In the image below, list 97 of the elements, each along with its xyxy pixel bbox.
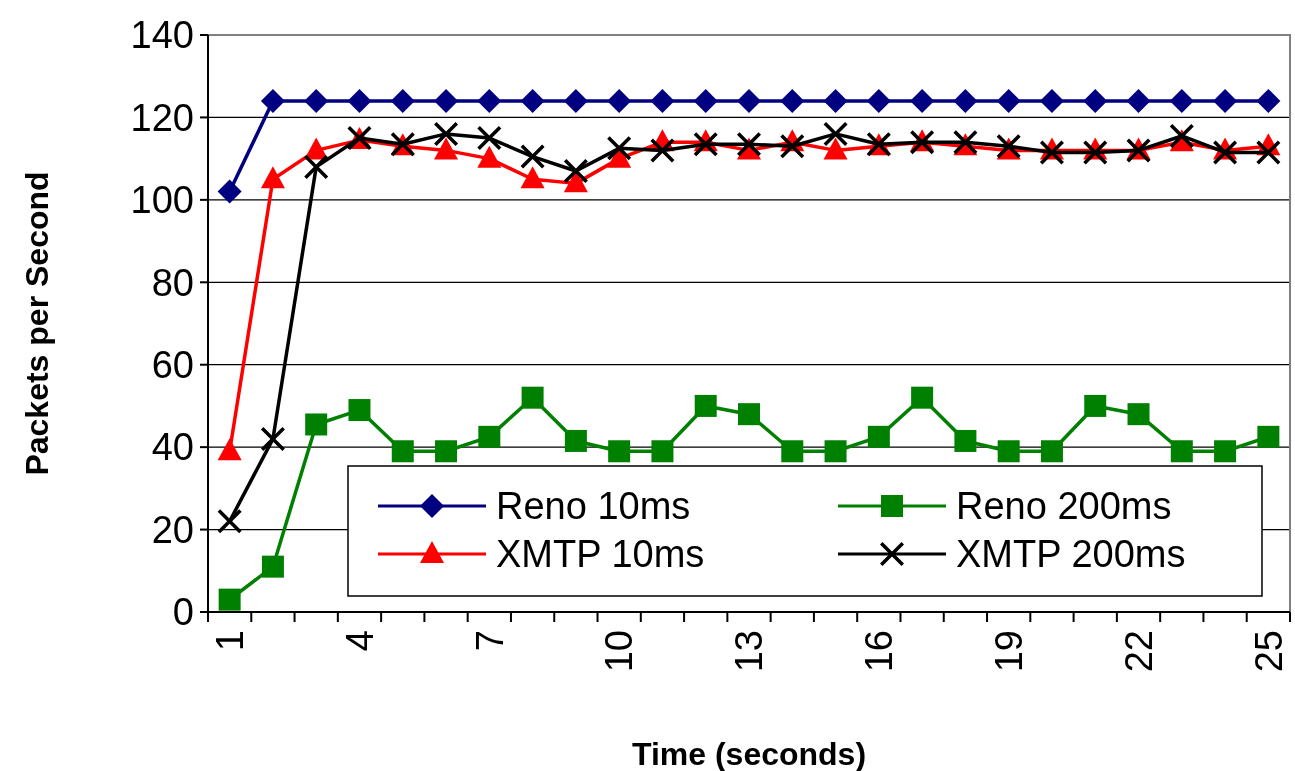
point (563, 159, 588, 184)
point (434, 88, 459, 113)
point (651, 440, 674, 463)
point (520, 88, 545, 113)
legend-label: XMTP 10ms (496, 533, 705, 576)
point (260, 88, 285, 113)
point (521, 386, 544, 409)
point (866, 88, 891, 113)
point (867, 425, 890, 448)
point (261, 555, 284, 578)
point (607, 136, 632, 161)
y-axis-title: Packets per Second (19, 171, 55, 476)
point (738, 403, 760, 426)
point (520, 166, 545, 189)
point (304, 154, 329, 179)
legend-label: Reno 10ms (496, 485, 691, 528)
x-tick-label: 10 (598, 630, 641, 673)
y-tick-label: 0 (172, 591, 194, 634)
point (347, 88, 372, 113)
point (1039, 140, 1064, 165)
point (911, 386, 934, 409)
point (1083, 88, 1108, 113)
point (1170, 440, 1193, 463)
point (1084, 394, 1107, 417)
point (434, 121, 459, 146)
x-tick-label: 4 (338, 630, 381, 652)
point (781, 440, 804, 463)
x-tick-label: 22 (1117, 630, 1160, 673)
point (563, 88, 588, 113)
x-tick-label: 7 (468, 630, 511, 652)
point (391, 440, 414, 463)
y-tick-label: 100 (130, 179, 194, 222)
x-tick-label: 16 (858, 630, 901, 673)
point (1083, 140, 1108, 165)
point (780, 88, 805, 113)
point (1127, 403, 1150, 426)
y-tick-label: 60 (151, 344, 194, 387)
y-tick-label: 120 (130, 96, 194, 139)
point (1257, 425, 1280, 448)
point (1039, 88, 1064, 113)
y-tick-label: 80 (151, 261, 194, 304)
point (1126, 88, 1151, 113)
point (1213, 88, 1238, 113)
point (650, 138, 675, 163)
y-tick-label: 140 (130, 14, 194, 57)
x-tick-label: 1 (208, 630, 251, 652)
y-tick-label: 20 (151, 508, 194, 551)
point (737, 88, 761, 113)
point (694, 394, 717, 417)
point (996, 88, 1021, 113)
point (520, 144, 545, 169)
x-tick-label: 25 (1247, 630, 1290, 673)
point (1214, 440, 1237, 463)
point (910, 88, 935, 113)
point (260, 166, 285, 189)
point (1169, 123, 1194, 148)
point (608, 440, 631, 463)
point (1040, 440, 1063, 463)
point (1213, 140, 1238, 165)
y-tick-label: 40 (151, 426, 194, 469)
point (1256, 88, 1281, 113)
point (434, 137, 459, 160)
legend-label: XMTP 200ms (956, 533, 1186, 576)
point (304, 88, 329, 113)
x-tick-label: 13 (728, 630, 771, 673)
point (217, 509, 242, 534)
point (348, 399, 371, 422)
point (823, 137, 848, 160)
x-axis-title: Time (seconds) (631, 736, 867, 771)
point (217, 438, 242, 461)
point (954, 429, 977, 452)
point (1256, 140, 1281, 165)
legend-label: Reno 200ms (956, 485, 1172, 528)
point (218, 588, 241, 611)
point (477, 88, 502, 113)
point (737, 132, 761, 157)
point (477, 126, 502, 151)
point (997, 440, 1020, 463)
point (693, 88, 718, 113)
x-tick-label: 19 (987, 630, 1030, 673)
point (607, 88, 632, 113)
point (390, 88, 415, 113)
point (1169, 88, 1194, 113)
point (478, 425, 501, 448)
point (953, 88, 978, 113)
point (650, 88, 675, 113)
point (305, 413, 328, 436)
point (693, 132, 718, 157)
point (217, 179, 242, 204)
point (260, 426, 285, 451)
point (564, 429, 587, 452)
point (823, 88, 848, 113)
point (824, 440, 847, 463)
point (780, 134, 805, 159)
point (435, 440, 458, 463)
point (823, 121, 848, 146)
point (477, 145, 502, 168)
